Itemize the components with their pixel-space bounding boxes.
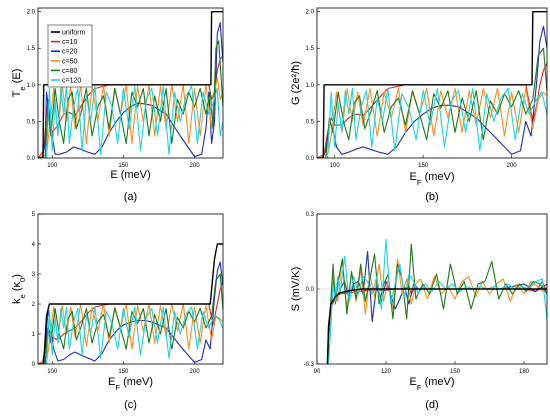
series-line-c-50: [38, 76, 223, 158]
panel-label: (d): [425, 399, 438, 411]
panel-label: (b): [425, 191, 438, 203]
panel-d: 90 120 150 180 -0.3 0.0 0.3 EF (meV) S (mV/K) (d): [290, 212, 548, 411]
series-line-c-50: [317, 87, 547, 158]
panel-a: 100 150 200 0.0 0.5 1.0 1.5 2.0 E (meV) Te (E) (a)…: [11, 7, 224, 203]
series-line-c-120: [38, 306, 223, 364]
plot-frame: [37, 7, 224, 159]
y-tick-label: 1.0: [306, 83, 315, 89]
series-line-c-20: [38, 261, 223, 364]
legend-entry: c=10: [62, 39, 77, 46]
plot-frame: [316, 7, 548, 159]
panel-b: 100 150 200 0.0 0.5 1.0 1.5 2.0 EF (meV) G (2e²/ħ…: [290, 7, 548, 203]
plot-frame: [37, 213, 224, 365]
y-tick-label: 0.0: [306, 287, 315, 293]
y-tick-label: 0.5: [27, 119, 36, 125]
y-tick-label: 1.5: [27, 46, 36, 52]
y-tick-label: 2: [32, 302, 36, 308]
y-tick-label: 3: [32, 272, 36, 278]
x-tick-label: 150: [418, 163, 429, 169]
series-line-c-120: [327, 238, 547, 364]
plot-frame: [316, 213, 548, 365]
x-axis-label: EF (meV): [108, 376, 153, 392]
x-tick-label: 200: [190, 369, 201, 375]
x-tick-label: 200: [507, 163, 518, 169]
series-line-c-120: [38, 85, 223, 158]
legend-entry: c=50: [62, 58, 77, 65]
series-line-uniform: [317, 10, 547, 158]
y-tick-label: -0.3: [304, 362, 315, 368]
legend-entry: c=20: [62, 49, 77, 56]
y-tick-label: 4: [32, 242, 36, 248]
legend-box: [47, 24, 93, 88]
y-tick-label: 0.0: [27, 156, 36, 162]
x-tick-label: 150: [118, 163, 129, 169]
panel-c: 100 150 200 0 1 2 3 4 5 EF (meV) ke (κ0) (c): [11, 212, 224, 411]
x-tick-label: 150: [450, 369, 461, 375]
y-tick-label: 0: [32, 362, 36, 368]
y-tick-label: 2.0: [306, 10, 315, 16]
series-line-uniform: [326, 288, 547, 364]
panel-label: (c): [124, 399, 137, 411]
legend-entry: c=120: [62, 78, 81, 85]
x-axis-label: EF (meV): [409, 376, 454, 392]
series-line-c-80: [327, 243, 547, 364]
series-line-c-20: [317, 25, 547, 158]
series-line-uniform: [38, 243, 223, 364]
legend-entry: c=80: [62, 68, 77, 75]
series-line-c-50: [327, 258, 547, 364]
series-line-uniform: [38, 10, 223, 158]
y-tick-label: 1.0: [27, 83, 36, 89]
y-tick-label: 0.0: [306, 156, 315, 162]
x-axis-label: EF (meV): [409, 171, 454, 187]
y-tick-label: 0.5: [306, 119, 315, 125]
x-tick-label: 150: [118, 369, 129, 375]
x-tick-label: 90: [314, 369, 321, 375]
x-tick-label: 200: [190, 163, 201, 169]
series-line-c-80: [317, 47, 547, 158]
y-axis-label: S (mV/K): [290, 267, 302, 312]
x-tick-label: 100: [47, 369, 58, 375]
y-tick-label: 0.3: [306, 212, 315, 218]
x-tick-label: 180: [519, 369, 530, 375]
legend-entry: uniform: [62, 30, 86, 37]
y-axis-label: ke (κ0): [11, 274, 27, 304]
y-tick-label: 1: [32, 332, 36, 338]
series-line-c-120: [317, 87, 547, 158]
x-axis-label: E (meV): [110, 169, 150, 181]
series-line-c-20: [327, 250, 547, 364]
series-line-c-50: [38, 303, 223, 364]
x-tick-label: 100: [330, 163, 341, 169]
y-axis-label: G (2e²/ħ): [290, 61, 302, 105]
panel-label: (a): [124, 191, 137, 203]
series-line-c-10: [317, 62, 547, 158]
y-tick-label: 5: [32, 212, 36, 218]
series-line-c-10: [327, 280, 547, 364]
series-line-c-80: [38, 273, 223, 364]
y-tick-label: 1.5: [306, 46, 315, 52]
series-line-c-80: [38, 40, 223, 158]
y-axis-label: Te (E): [11, 69, 27, 98]
x-tick-label: 100: [47, 163, 58, 169]
legend: uniform c=10 c=20 c=50 c=80 c=120: [47, 24, 93, 88]
x-tick-label: 120: [381, 369, 392, 375]
y-tick-label: 2.0: [27, 10, 36, 16]
